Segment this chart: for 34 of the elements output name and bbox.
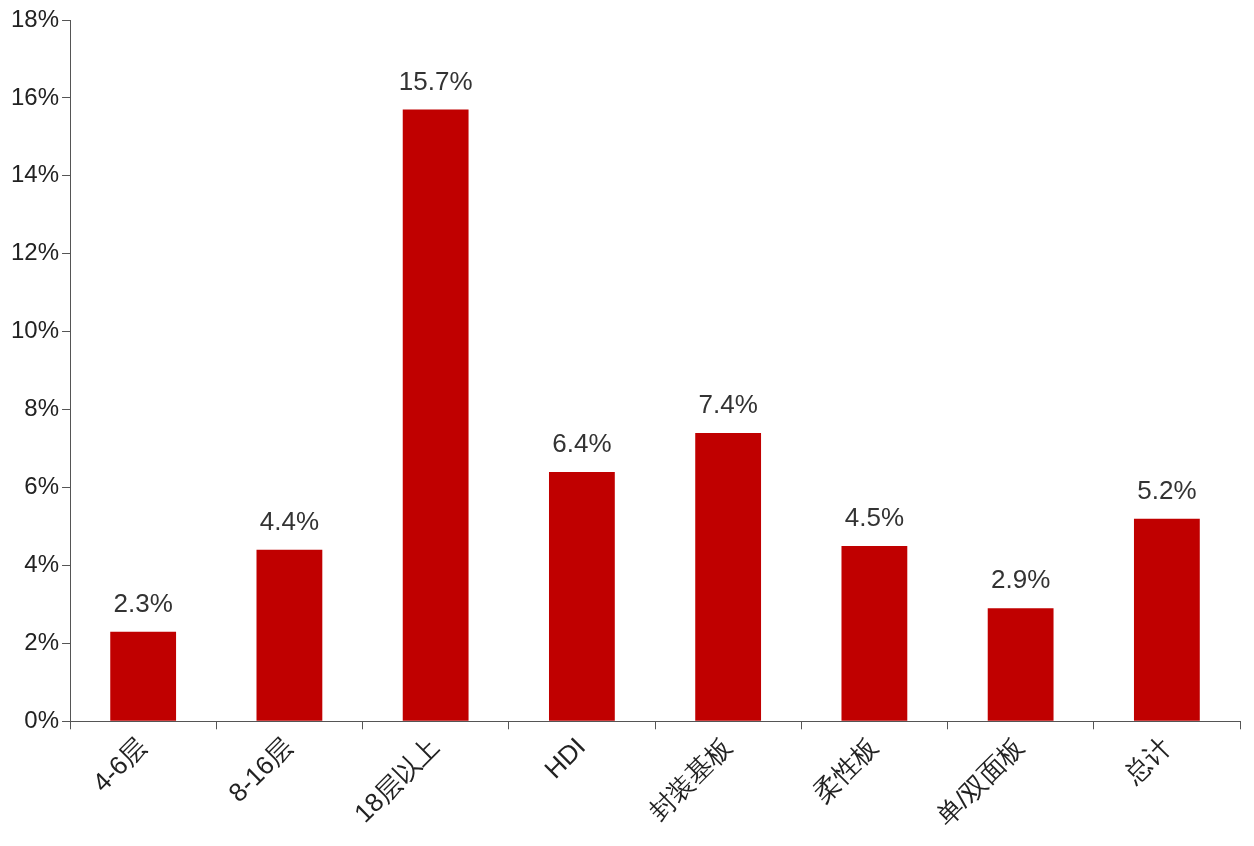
y-tick-label: 8% (24, 394, 60, 422)
data-label: 15.7% (398, 65, 473, 96)
bar (402, 109, 469, 721)
y-tick-label: 10% (10, 316, 60, 344)
x-tick-label: 单/双面板 (930, 731, 1030, 832)
bar (256, 549, 323, 721)
bar (987, 608, 1054, 721)
bar (548, 471, 615, 721)
x-tick-label: 封装基板 (642, 731, 738, 827)
y-tick-label: 14% (10, 160, 60, 188)
x-tick-label: 总计 (1117, 731, 1177, 791)
y-tick-label: 16% (10, 82, 60, 110)
y-tick-label: 6% (24, 472, 60, 500)
bar (841, 545, 908, 721)
data-label: 6.4% (552, 428, 612, 459)
x-tick-label: 柔性板 (807, 731, 884, 808)
y-tick-label: 18% (10, 4, 60, 32)
x-tick-label: 8-16层 (222, 731, 299, 808)
bar (110, 631, 177, 721)
data-label: 2.3% (113, 587, 173, 618)
bar (1133, 518, 1200, 721)
data-label: 2.9% (991, 564, 1051, 595)
data-label: 7.4% (698, 389, 758, 420)
data-label: 4.4% (259, 506, 320, 537)
x-tick-label: 18层以上 (348, 731, 445, 829)
bar (695, 432, 762, 721)
y-tick-label: 0% (24, 705, 60, 733)
x-tick-label: HDI (538, 731, 592, 785)
y-tick-label: 2% (24, 628, 60, 655)
y-tick-label: 4% (24, 550, 60, 578)
y-tick-label: 12% (10, 238, 60, 266)
data-label: 4.5% (844, 502, 905, 533)
data-label: 5.2% (1137, 474, 1197, 505)
x-tick-label: 4-6层 (86, 731, 153, 798)
